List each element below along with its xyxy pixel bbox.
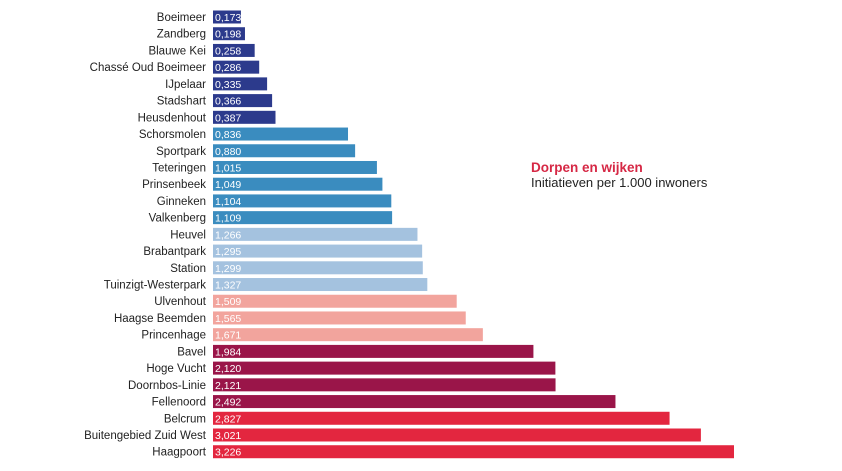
value-label: 3,226 [215, 447, 241, 459]
bar [213, 144, 356, 158]
bar [213, 294, 457, 308]
value-label: 1,327 [215, 280, 241, 292]
category-label: Buitengebied Zuid West [84, 430, 207, 442]
value-label: 0,836 [215, 129, 241, 141]
bar [213, 278, 428, 292]
category-label: IJpelaar [165, 79, 206, 91]
bar [213, 378, 556, 392]
category-label: Stadshart [157, 96, 207, 108]
value-label: 1,015 [215, 162, 241, 174]
category-label: Tuinzigt-Westerpark [104, 280, 207, 292]
category-label: Heuvel [170, 229, 206, 241]
bar [213, 160, 377, 174]
legend: Dorpen en wijken Initiatieven per 1.000 … [531, 160, 707, 190]
value-label: 0,335 [215, 79, 241, 91]
category-label: Fellenoord [152, 397, 206, 409]
category-label: Schorsmolen [139, 129, 206, 141]
category-label: Haagse Beemden [114, 313, 206, 325]
value-label: 0,258 [215, 45, 241, 57]
chart-subtitle: Initiatieven per 1.000 inwoners [531, 175, 708, 190]
category-label: Station [170, 263, 206, 275]
bar [213, 60, 260, 74]
value-label: 1,295 [215, 246, 241, 258]
category-label: Haagpoort [152, 447, 207, 459]
category-label: Prinsenbeek [142, 179, 206, 191]
value-label: 1,565 [215, 313, 241, 325]
category-label: Ginneken [157, 196, 206, 208]
bar [213, 227, 418, 241]
value-label: 1,671 [215, 330, 241, 342]
bar [213, 43, 255, 57]
value-label: 0,198 [215, 29, 241, 41]
bar [213, 428, 701, 442]
bar [213, 395, 616, 409]
category-label: Hoge Vucht [146, 363, 206, 375]
bar [213, 177, 383, 191]
value-label: 1,104 [215, 196, 241, 208]
bar [213, 27, 245, 41]
chart-title: Dorpen en wijken [531, 160, 643, 175]
bar [213, 311, 466, 325]
value-label: 0,173 [215, 12, 241, 24]
bar [213, 244, 423, 258]
value-label: 1,299 [215, 263, 241, 275]
category-label: Heusdenhout [138, 112, 207, 124]
bar [213, 411, 670, 425]
value-label: 2,492 [215, 397, 241, 409]
category-label: Brabantpark [143, 246, 206, 258]
category-label: Boeimeer [157, 12, 206, 24]
value-label: 1,109 [215, 213, 241, 225]
bar [213, 77, 268, 91]
bar [213, 328, 483, 342]
bar [213, 361, 556, 375]
value-label: 1,984 [215, 346, 241, 358]
category-label: Chassé Oud Boeimeer [90, 62, 207, 74]
bar [213, 94, 273, 108]
value-label: 0,286 [215, 62, 241, 74]
value-label: 1,509 [215, 296, 241, 308]
category-label: Teteringen [152, 162, 206, 174]
value-label: 0,366 [215, 96, 241, 108]
bar [213, 127, 349, 141]
category-label: Princenhage [141, 330, 206, 342]
category-label: Belcrum [164, 413, 206, 425]
bar [213, 344, 534, 358]
bar [213, 261, 423, 275]
category-label: Zandberg [157, 29, 206, 41]
value-label: 0,880 [215, 146, 241, 158]
category-label: Valkenberg [149, 213, 206, 225]
value-label: 3,021 [215, 430, 241, 442]
bar [213, 194, 392, 208]
category-label: Ulvenhout [154, 296, 207, 308]
bar [213, 445, 734, 459]
value-label: 2,120 [215, 363, 241, 375]
value-label: 0,387 [215, 112, 241, 124]
category-label: Blauwe Kei [148, 45, 206, 57]
value-label: 2,121 [215, 380, 241, 392]
category-label: Bavel [177, 346, 206, 358]
bar [213, 211, 393, 225]
value-label: 2,827 [215, 413, 241, 425]
value-label: 1,266 [215, 229, 241, 241]
bar [213, 10, 241, 24]
value-label: 1,049 [215, 179, 241, 191]
category-label: Sportpark [156, 146, 206, 158]
bar [213, 110, 276, 124]
category-label: Doornbos-Linie [128, 380, 206, 392]
